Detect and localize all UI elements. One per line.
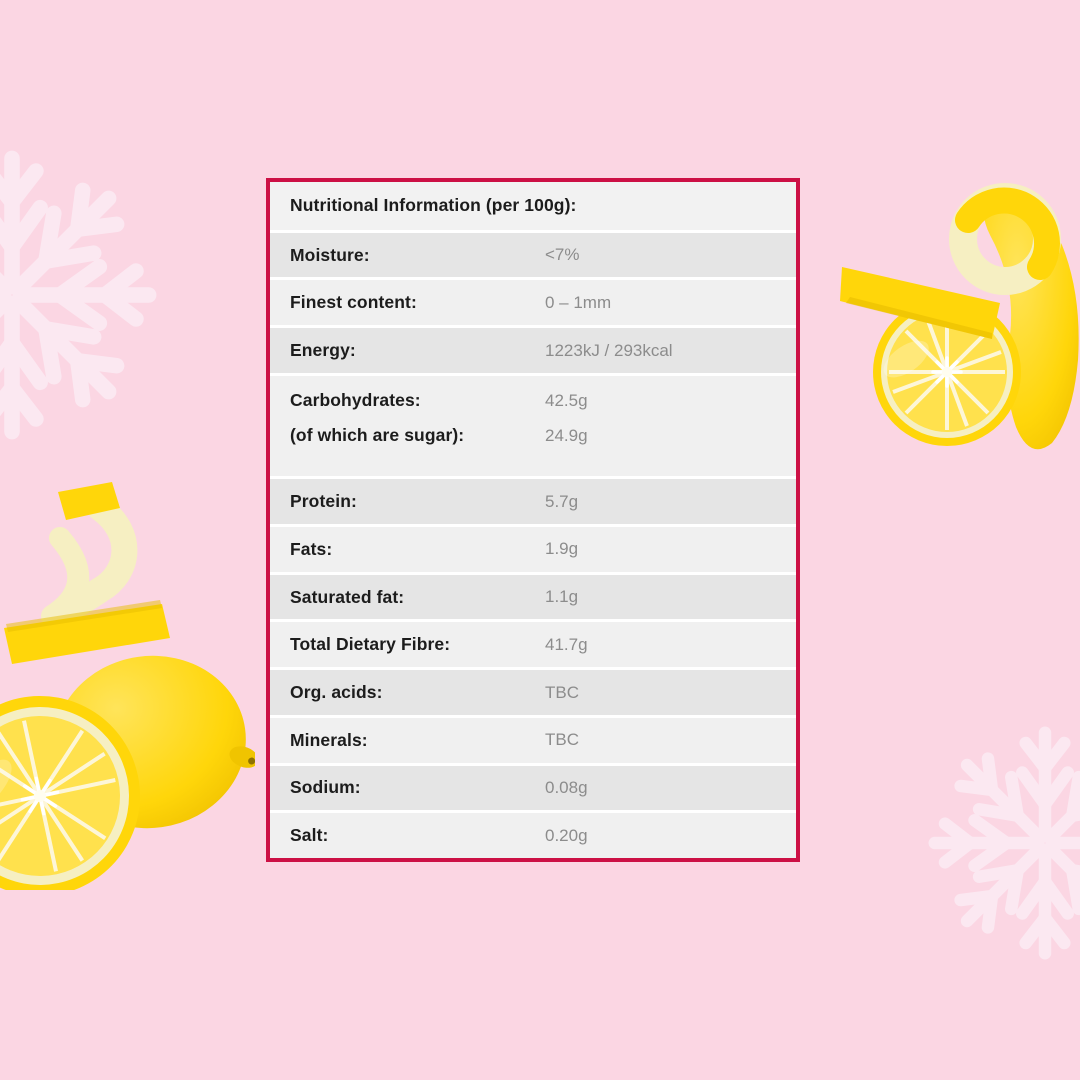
row-value: 42.5g — [545, 390, 588, 410]
table-row-protein: Protein: 5.7g — [270, 479, 796, 524]
row-value: 0.20g — [545, 825, 588, 845]
row-label: Carbohydrates: — [290, 389, 421, 410]
row-sublabel: (of which are sugar): — [290, 424, 465, 445]
row-subvalue: 24.9g — [545, 425, 588, 445]
row-value: 5.7g — [545, 491, 579, 511]
row-value: TBC — [545, 682, 579, 702]
row-label: Saturated fat: — [290, 586, 405, 607]
row-label: Moisture: — [290, 244, 370, 265]
row-value: 0.08g — [545, 777, 588, 797]
snowflake-icon — [0, 140, 167, 450]
table-row-finest-content: Finest content: 0 – 1mm — [270, 280, 796, 326]
row-label: Org. acids: — [290, 682, 383, 702]
table-row-minerals: Minerals: TBC — [270, 717, 796, 763]
table-row-fats: Fats: 1.9g — [270, 526, 796, 572]
nutrition-table: Nutritional Information (per 100g): Mois… — [266, 178, 800, 862]
row-label: Total Dietary Fibre: — [290, 634, 451, 655]
row-value: 1.1g — [545, 587, 579, 607]
row-value: <7% — [545, 245, 580, 265]
lemons-with-peel-image — [0, 482, 255, 890]
row-label: Fats: — [290, 538, 333, 559]
table-row-sodium: Sodium: 0.08g — [270, 765, 796, 811]
row-label: Energy: — [290, 340, 356, 360]
row-label: Protein: — [290, 491, 357, 512]
table-row-salt: Salt: 0.20g — [270, 813, 796, 859]
table-title-row: Nutritional Information (per 100g): — [270, 182, 796, 230]
snowflake-icon — [920, 718, 1080, 968]
table-row-energy: Energy: 1223kJ / 293kcal — [270, 328, 796, 373]
row-value: 1223kJ / 293kcal — [545, 340, 673, 360]
table-row-saturated-fat: Saturated fat: 1.1g — [270, 574, 796, 620]
row-label: Finest content: — [290, 292, 417, 313]
lemon-peel-slice-image — [840, 183, 1079, 450]
table-row-moisture: Moisture: <7% — [270, 232, 796, 278]
row-value: 41.7g — [545, 634, 588, 654]
table-row-carbohydrates: Carbohydrates: (of which are sugar): 42.… — [270, 375, 796, 477]
table-row-fibre: Total Dietary Fibre: 41.7g — [270, 622, 796, 668]
table-title: Nutritional Information (per 100g): — [290, 195, 577, 216]
row-value: TBC — [545, 730, 579, 750]
row-label: Minerals: — [290, 729, 368, 750]
row-label: Salt: — [290, 825, 329, 846]
table-row-org-acids: Org. acids: TBC — [270, 670, 796, 715]
row-value: 1.9g — [545, 539, 579, 559]
row-value: 0 – 1mm — [545, 292, 612, 312]
row-label: Sodium: — [290, 777, 361, 798]
